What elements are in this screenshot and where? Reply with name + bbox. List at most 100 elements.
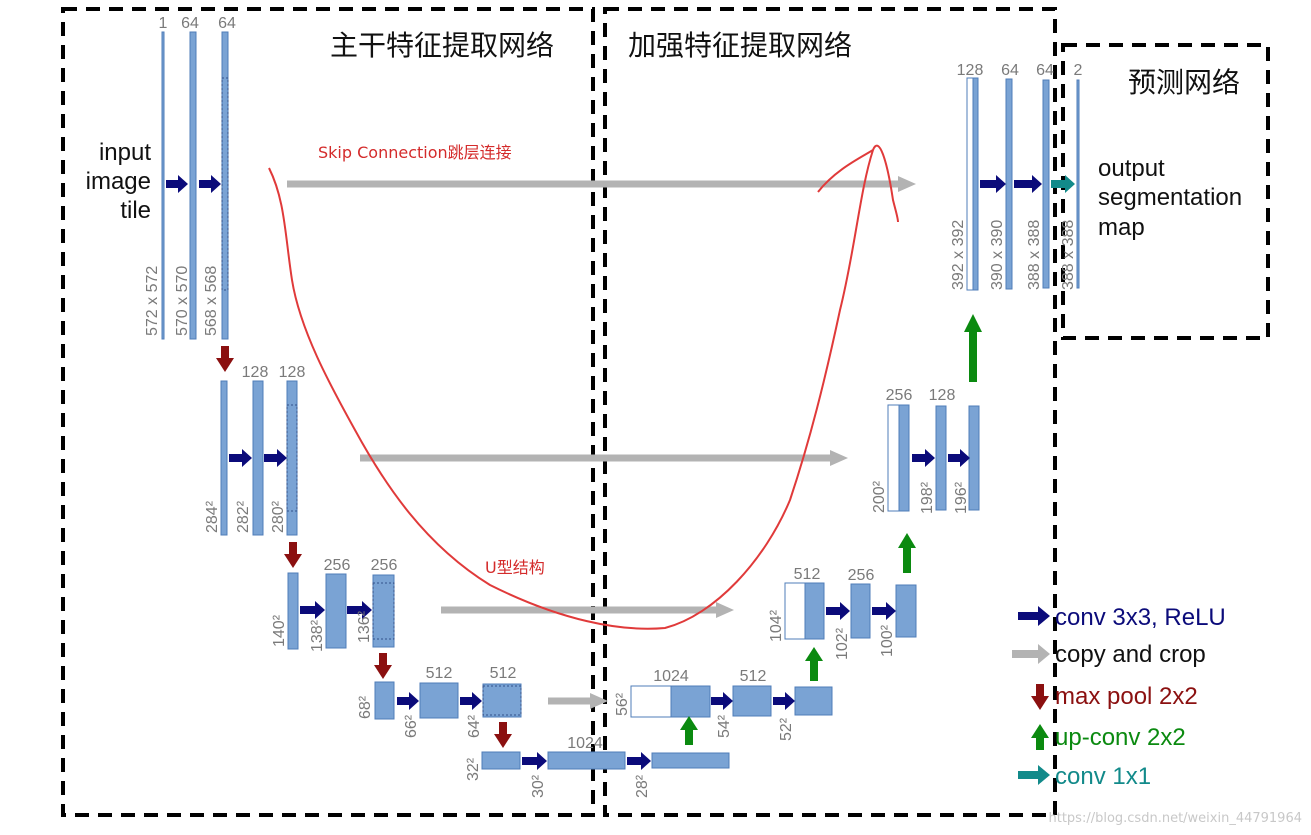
legend-label: conv 3x3, ReLU bbox=[1055, 604, 1226, 631]
feature-map-u4-up bbox=[670, 685, 711, 718]
feature-map-u2-a bbox=[935, 405, 947, 511]
channel-label: 256 bbox=[371, 557, 398, 574]
channel-label: 128 bbox=[957, 62, 984, 79]
copy-crop-arrows bbox=[287, 176, 916, 709]
feature-map-u4-a bbox=[732, 685, 772, 717]
feature-maps bbox=[161, 31, 1080, 770]
legend-label: copy and crop bbox=[1055, 641, 1206, 668]
channel-label: 512 bbox=[740, 668, 767, 685]
feature-map-u1-a bbox=[1005, 78, 1013, 290]
feature-map-l2-in bbox=[220, 380, 228, 536]
size-label: 280² bbox=[270, 500, 287, 533]
size-labels: 572 x 572 570 x 570 568 x 568 284² 282² … bbox=[144, 220, 1077, 798]
channel-label: 256 bbox=[324, 557, 351, 574]
feature-map-l4-in bbox=[374, 681, 395, 720]
crop-region-l3 bbox=[372, 582, 395, 640]
legend-item-up-conv: up-conv 2x2 bbox=[1031, 724, 1186, 751]
size-label: 136² bbox=[356, 610, 373, 643]
arrow-up-icon bbox=[1031, 724, 1049, 750]
size-label: 32² bbox=[465, 757, 482, 781]
feature-map-u2-up bbox=[898, 404, 910, 512]
size-label: 64² bbox=[466, 714, 483, 738]
output-label-line-1: output bbox=[1098, 155, 1165, 182]
size-label: 54² bbox=[716, 714, 733, 738]
feature-map-l1-a bbox=[189, 31, 197, 340]
feature-map-l4-b bbox=[482, 683, 522, 718]
feature-map-l3-b bbox=[372, 574, 395, 648]
arrow-down-icon bbox=[1031, 684, 1049, 710]
channel-label: 1024 bbox=[567, 735, 603, 752]
size-label: 104² bbox=[768, 609, 785, 642]
input-label-line-3: tile bbox=[120, 197, 151, 224]
channel-label: 512 bbox=[794, 566, 821, 583]
channel-label: 1024 bbox=[653, 668, 689, 685]
channel-label: 128 bbox=[929, 387, 956, 404]
size-label: 28² bbox=[634, 774, 651, 798]
channel-label: 64 bbox=[1001, 62, 1019, 79]
feature-map-u3-b bbox=[895, 584, 917, 638]
channel-label: 512 bbox=[426, 665, 453, 682]
legend-item-max-pool: max pool 2x2 bbox=[1031, 683, 1198, 710]
up-conv-arrows bbox=[680, 314, 982, 745]
feature-map-u1-up bbox=[972, 77, 979, 291]
size-label: 52² bbox=[778, 717, 795, 741]
size-label: 284² bbox=[204, 500, 221, 533]
feature-map-l4-a bbox=[419, 682, 459, 719]
size-label: 570 x 570 bbox=[174, 266, 191, 336]
size-label: 66² bbox=[403, 714, 420, 738]
channel-label: 2 bbox=[1074, 62, 1083, 79]
feature-map-u1-copy bbox=[966, 77, 974, 291]
max-pool-arrows bbox=[216, 346, 512, 748]
output-label-line-2: segmentation bbox=[1098, 184, 1242, 211]
size-label: 390 x 390 bbox=[989, 220, 1006, 290]
size-label: 140² bbox=[271, 614, 288, 647]
legend-label: conv 1x1 bbox=[1055, 763, 1151, 790]
enhance-region-title: 加强特征提取网络 bbox=[628, 29, 852, 62]
enhance-region-border bbox=[603, 7, 1057, 817]
conv-arrows bbox=[166, 175, 1042, 770]
feature-map-l1-input bbox=[161, 31, 165, 340]
u-shape-label: U型结构 bbox=[485, 558, 545, 577]
feature-map-u1-b bbox=[1042, 79, 1050, 289]
size-label: 138² bbox=[309, 619, 326, 652]
size-label: 388 x 388 bbox=[1026, 220, 1043, 290]
feature-map-u4-b bbox=[794, 686, 833, 716]
legend-label: max pool 2x2 bbox=[1055, 683, 1198, 710]
channel-label: 1 bbox=[159, 15, 168, 32]
feature-map-u3-a bbox=[850, 583, 871, 639]
backbone-region-border bbox=[61, 7, 595, 817]
channel-label: 64 bbox=[1036, 62, 1054, 79]
feature-map-u2-b bbox=[968, 405, 980, 511]
arrow-right-icon bbox=[1018, 606, 1050, 626]
arrow-right-icon bbox=[1012, 644, 1050, 664]
channel-label: 256 bbox=[848, 567, 875, 584]
feature-map-u2-copy bbox=[887, 404, 900, 512]
arrow-right-icon bbox=[1018, 765, 1050, 785]
size-label: 568 x 568 bbox=[203, 266, 220, 336]
feature-map-l3-a bbox=[325, 573, 347, 649]
feature-map-l3-in bbox=[287, 572, 299, 650]
feature-map-l5-b bbox=[651, 752, 730, 769]
legend-item-conv-1x1: conv 1x1 bbox=[1018, 763, 1151, 790]
feature-map-u4-copy bbox=[630, 685, 672, 718]
input-label-line-2: image bbox=[86, 168, 151, 195]
input-label-line-1: input bbox=[99, 139, 151, 166]
crop-region-l2 bbox=[286, 404, 298, 512]
legend-item-conv-3x3: conv 3x3, ReLU bbox=[1018, 604, 1226, 631]
legend: conv 3x3, ReLU copy and crop max pool 2x… bbox=[1012, 604, 1226, 790]
predict-region-border bbox=[1061, 43, 1270, 340]
crop-region-l4 bbox=[482, 685, 522, 716]
feature-map-u3-copy bbox=[784, 582, 806, 640]
size-label: 388 x 388 bbox=[1060, 220, 1077, 290]
feature-map-u3-up bbox=[804, 582, 825, 640]
u-shape-annotation-curve bbox=[268, 144, 899, 630]
channel-label: 128 bbox=[279, 364, 306, 381]
size-label: 282² bbox=[235, 500, 252, 533]
skip-connection-label: Skip Connection跳层连接 bbox=[318, 143, 512, 162]
channel-label: 512 bbox=[490, 665, 517, 682]
size-label: 68² bbox=[357, 695, 374, 719]
size-label: 392 x 392 bbox=[950, 220, 967, 290]
watermark: https://blog.csdn.net/weixin_44791964 bbox=[1048, 811, 1302, 826]
channel-label: 64 bbox=[181, 15, 199, 32]
size-label: 100² bbox=[879, 624, 896, 657]
